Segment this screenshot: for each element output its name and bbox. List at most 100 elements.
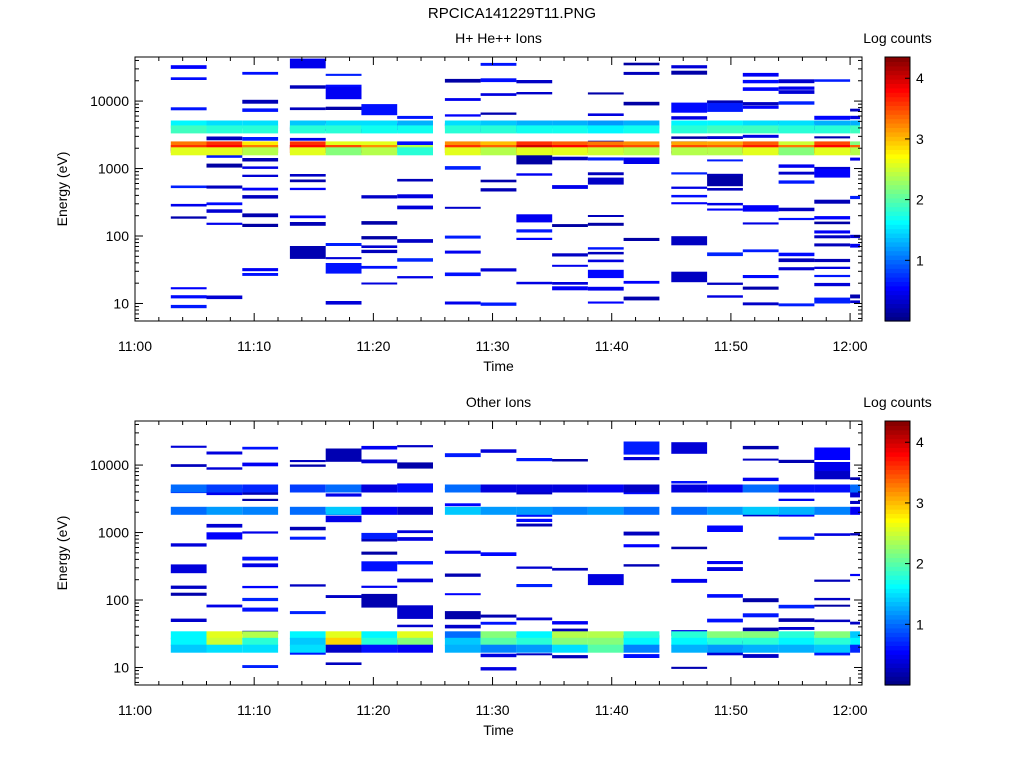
- colorbar-step: [885, 434, 910, 440]
- cell: [361, 593, 398, 608]
- cell: [778, 171, 815, 175]
- cell: [206, 523, 243, 528]
- band-cell: [206, 644, 243, 653]
- cell: [444, 250, 481, 254]
- cell: [480, 552, 517, 556]
- cell: [850, 621, 860, 625]
- cell: [325, 595, 362, 598]
- band-cell: [778, 125, 815, 134]
- band-cell: [325, 147, 362, 156]
- cell: [242, 174, 279, 177]
- cell: [325, 106, 362, 110]
- band-cell: [480, 120, 517, 129]
- cell: [587, 172, 624, 176]
- cell: [707, 136, 743, 139]
- cell: [850, 157, 860, 161]
- colorbar-step: [885, 592, 910, 598]
- cell: [480, 179, 517, 183]
- cell: [814, 297, 851, 300]
- band-cell: [707, 637, 743, 646]
- colorbar-tick-label: 3: [916, 495, 924, 511]
- colorbar-step: [885, 101, 910, 106]
- band-cell: [778, 484, 815, 493]
- band-cell: [742, 506, 779, 515]
- band-cell: [516, 644, 553, 653]
- colorbar-step: [885, 605, 910, 611]
- colorbar-step: [885, 118, 910, 124]
- cell: [742, 286, 779, 290]
- band-cell: [444, 506, 481, 515]
- x-tick-label: 12:00: [833, 338, 868, 354]
- colorbar-step: [885, 171, 910, 177]
- colorbar-step: [885, 153, 910, 159]
- cell: [623, 280, 660, 284]
- cell: [850, 300, 860, 304]
- band-cell: [623, 637, 660, 646]
- cell: [516, 92, 553, 95]
- colorbar-step: [885, 202, 910, 208]
- band-cell: [480, 506, 517, 515]
- band-cell: [480, 147, 517, 156]
- cell: [361, 245, 398, 248]
- band-cell: [778, 147, 815, 156]
- cell: [242, 498, 279, 501]
- cell: [778, 90, 815, 94]
- band-cell: [814, 506, 851, 515]
- band-cell: [552, 147, 588, 156]
- band-cell: [480, 644, 517, 653]
- cell: [671, 666, 708, 669]
- cell: [814, 221, 851, 225]
- cell: [850, 195, 860, 200]
- band-cell: [289, 147, 326, 156]
- cell: [778, 267, 815, 271]
- cell: [707, 202, 743, 206]
- cell: [480, 449, 517, 453]
- cell: [623, 71, 660, 75]
- colorbar-step: [885, 526, 910, 532]
- cell: [850, 115, 860, 120]
- cell: [325, 243, 362, 246]
- y-tick-label: 10000: [90, 457, 129, 473]
- cell: [444, 78, 481, 83]
- x-tick-label: 11:20: [356, 702, 390, 718]
- cell: [850, 294, 860, 299]
- band-cell: [242, 644, 279, 653]
- colorbar-step: [885, 539, 910, 545]
- x-tick-label: 11:00: [118, 702, 152, 718]
- band-cell: [170, 631, 207, 640]
- y-tick-label: 100: [106, 592, 130, 608]
- cell: [480, 112, 517, 115]
- band-cell: [850, 506, 860, 515]
- cell: [206, 222, 243, 225]
- cell: [850, 500, 860, 504]
- cell: [552, 621, 588, 625]
- cell: [170, 464, 207, 467]
- cell: [552, 459, 588, 462]
- cell: [325, 493, 362, 497]
- cell: [587, 247, 624, 250]
- cell: [623, 531, 660, 536]
- cell: [206, 202, 243, 206]
- cell: [361, 249, 398, 254]
- colorbar-step: [885, 553, 910, 558]
- cell: [444, 166, 481, 170]
- cell: [516, 229, 553, 233]
- cell: [778, 180, 815, 184]
- colorbar-step: [885, 211, 910, 216]
- plot-title: Other Ions: [466, 394, 531, 410]
- cell: [742, 627, 779, 632]
- cell: [742, 134, 779, 138]
- band-cell: [444, 484, 481, 493]
- cell: [242, 99, 279, 104]
- cell: [814, 652, 851, 656]
- cell: [361, 585, 398, 588]
- cell: [325, 73, 362, 76]
- band-cell: [397, 631, 433, 640]
- cell: [444, 272, 481, 277]
- cell: [587, 113, 624, 116]
- colorbar-step: [885, 421, 910, 426]
- cell: [552, 567, 588, 571]
- cell: [289, 536, 326, 540]
- cell: [742, 275, 779, 279]
- band-cell: [361, 125, 398, 134]
